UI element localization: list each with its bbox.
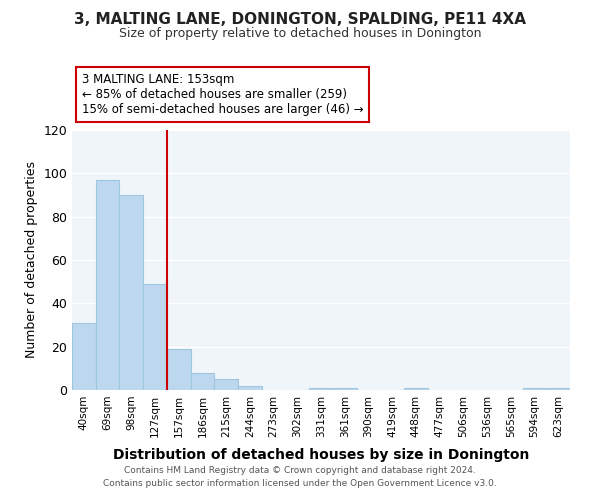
Bar: [214, 379, 238, 390]
Bar: [191, 372, 214, 390]
Text: 3, MALTING LANE, DONINGTON, SPALDING, PE11 4XA: 3, MALTING LANE, DONINGTON, SPALDING, PE…: [74, 12, 526, 28]
Bar: [143, 284, 167, 390]
X-axis label: Distribution of detached houses by size in Donington: Distribution of detached houses by size …: [113, 448, 529, 462]
Bar: [309, 388, 333, 390]
Bar: [546, 388, 570, 390]
Bar: [404, 388, 428, 390]
Bar: [523, 388, 546, 390]
Text: Size of property relative to detached houses in Donington: Size of property relative to detached ho…: [119, 28, 481, 40]
Text: 3 MALTING LANE: 153sqm
← 85% of detached houses are smaller (259)
15% of semi-de: 3 MALTING LANE: 153sqm ← 85% of detached…: [82, 73, 364, 116]
Text: Contains HM Land Registry data © Crown copyright and database right 2024.
Contai: Contains HM Land Registry data © Crown c…: [103, 466, 497, 487]
Bar: [238, 386, 262, 390]
Bar: [119, 195, 143, 390]
Bar: [167, 349, 191, 390]
Bar: [333, 388, 356, 390]
Y-axis label: Number of detached properties: Number of detached properties: [25, 162, 38, 358]
Bar: [96, 180, 119, 390]
Bar: [72, 323, 96, 390]
